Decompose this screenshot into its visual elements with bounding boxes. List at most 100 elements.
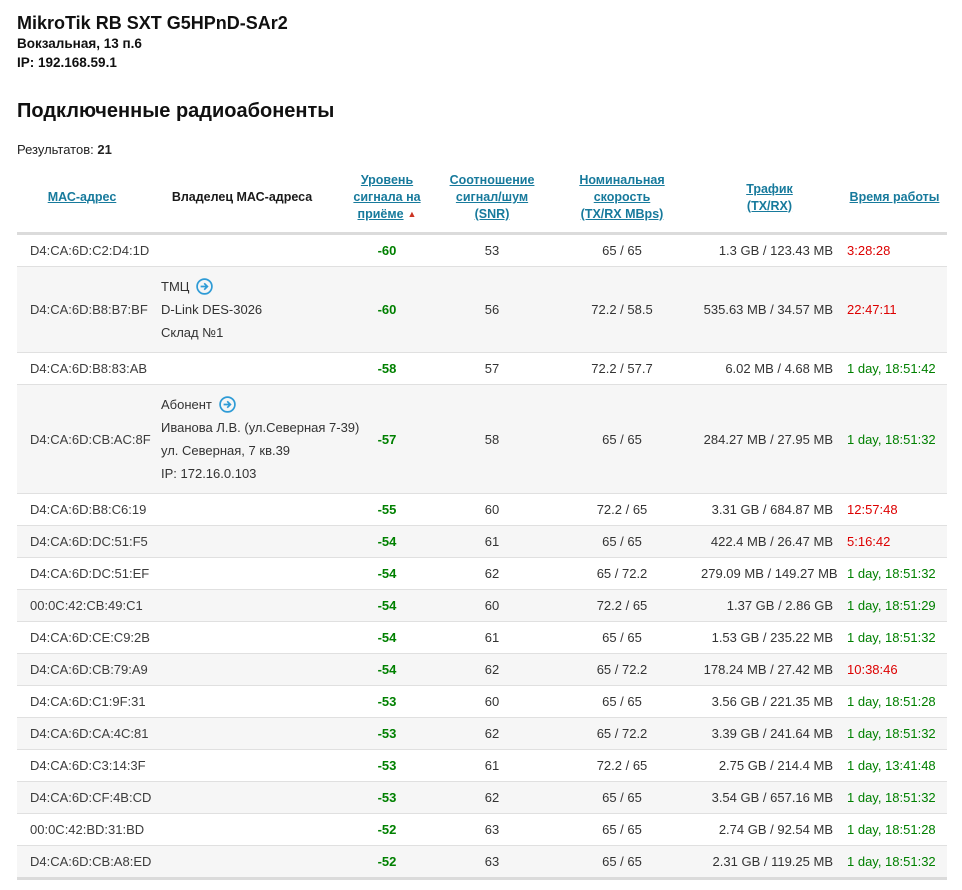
traffic-cell: 3.56 GB / 221.35 MB <box>697 685 842 718</box>
table-row: D4:CA:6D:C3:14:3F -53 61 72.2 / 65 2.75 GB /… <box>17 749 947 782</box>
uptime-cell: 1 day, 18:51:28 <box>842 685 947 718</box>
owner-details-link[interactable] <box>196 278 214 295</box>
nominal-speed-cell: 65 / 65 <box>547 813 697 846</box>
owner-cell <box>147 352 337 385</box>
nominal-speed-cell: 72.2 / 65 <box>547 493 697 526</box>
table-body: D4:CA:6D:C2:D4:1D -60 53 65 / 65 1.3 GB / 12… <box>17 233 947 880</box>
uptime-cell: 22:47:11 <box>842 266 947 353</box>
owner-cell <box>147 621 337 654</box>
nominal-speed-cell: 65 / 72.2 <box>547 653 697 686</box>
owner-cell <box>147 813 337 846</box>
column-header-snr: Соотношение сигнал/шум (SNR) <box>437 168 547 235</box>
owner-detail-line: Иванова Л.В. (ул.Северная 7-39) <box>161 420 360 435</box>
table-row: 00:0C:42:CB:49:C1 -54 60 72.2 / 65 1.37 GB /… <box>17 589 947 622</box>
signal-level-cell: -53 <box>337 781 437 814</box>
snr-cell: 60 <box>437 493 547 526</box>
signal-level-cell: -54 <box>337 525 437 558</box>
signal-level-cell: -58 <box>337 352 437 385</box>
signal-level-cell: -54 <box>337 589 437 622</box>
table-row: D4:CA:6D:CB:AC:8F Абонент Иванова Л.В. (ул… <box>17 384 947 494</box>
nominal-speed-cell: 65 / 65 <box>547 685 697 718</box>
sort-link-mac[interactable]: МАС-адрес <box>47 190 117 204</box>
snr-cell: 56 <box>437 266 547 353</box>
table-row: D4:CA:6D:CB:79:A9 -54 62 65 / 72.2 178.24 MB… <box>17 653 947 686</box>
table-row: D4:CA:6D:C1:9F:31 -53 60 65 / 65 3.56 GB / 2… <box>17 685 947 718</box>
owner-cell: ТМЦ D-Link DES-3026 Склад №1 <box>147 266 337 353</box>
snr-cell: 58 <box>437 384 547 494</box>
snr-cell: 63 <box>437 813 547 846</box>
uptime-cell: 3:28:28 <box>842 233 947 267</box>
table-row: D4:CA:6D:CB:A8:ED -52 63 65 / 65 2.31 GB / 1… <box>17 845 947 880</box>
mac-address-cell: D4:CA:6D:DC:51:EF <box>17 557 149 590</box>
snr-cell: 62 <box>437 781 547 814</box>
nominal-speed-cell: 72.2 / 58.5 <box>547 266 697 353</box>
nominal-speed-cell: 72.2 / 57.7 <box>547 352 697 385</box>
mac-address-cell: D4:CA:6D:CB:79:A9 <box>17 653 148 686</box>
traffic-cell: 279.09 MB / 149.27 MB <box>697 557 842 590</box>
uptime-cell: 1 day, 18:51:32 <box>842 621 947 654</box>
owner-cell <box>147 685 337 718</box>
mac-address-cell: D4:CA:6D:CF:4B:CD <box>17 781 151 814</box>
owner-detail-line: ул. Северная, 7 кв.39 <box>161 443 291 458</box>
uptime-cell: 1 day, 18:51:32 <box>842 384 947 494</box>
mac-address-cell: 00:0C:42:CB:49:C1 <box>17 589 147 622</box>
traffic-cell: 535.63 MB / 34.57 MB <box>697 266 842 353</box>
owner-cell <box>147 589 337 622</box>
signal-level-cell: -60 <box>337 233 437 267</box>
signal-level-cell: -54 <box>337 557 437 590</box>
traffic-cell: 2.75 GB / 214.4 MB <box>697 749 842 782</box>
owner-name: ТМЦ <box>161 275 333 298</box>
mac-address-cell: D4:CA:6D:C2:D4:1D <box>17 233 149 267</box>
nominal-speed-cell: 65 / 65 <box>547 621 697 654</box>
traffic-cell: 6.02 MB / 4.68 MB <box>697 352 842 385</box>
mac-address-cell: D4:CA:6D:DC:51:F5 <box>17 525 148 558</box>
snr-cell: 60 <box>437 589 547 622</box>
label-owner: Владелец МАС-адреса <box>171 190 313 204</box>
mac-address-cell: D4:CA:6D:CE:C9:2B <box>17 621 150 654</box>
owner-details-link[interactable] <box>219 396 236 413</box>
table-row: D4:CA:6D:B8:C6:19 -55 60 72.2 / 65 3.31 GB /… <box>17 493 947 526</box>
device-header: MikroTik RB SXT G5HPnD-SAr2 Вокзальная, … <box>17 12 946 72</box>
nominal-speed-cell: 65 / 65 <box>547 845 697 880</box>
mac-address-cell: D4:CA:6D:B8:83:AB <box>17 352 147 385</box>
sort-link-speed[interactable]: Номинальная скорость (TX/RX МBps) <box>579 173 665 221</box>
owner-cell <box>147 845 337 880</box>
traffic-cell: 2.31 GB / 119.25 MB <box>697 845 842 880</box>
sort-link-snr[interactable]: Соотношение сигнал/шум (SNR) <box>449 173 535 221</box>
table-header-row: МАС-адрес Владелец МАС-адреса Уровень сигна… <box>17 168 947 235</box>
uptime-cell: 1 day, 18:51:32 <box>842 845 947 880</box>
snr-cell: 62 <box>437 717 547 750</box>
sort-link-traffic[interactable]: Трафик (TX/RX) <box>746 181 793 213</box>
mac-address-cell: D4:CA:6D:CB:AC:8F <box>17 384 151 494</box>
table-row: 00:0C:42:BD:31:BD -52 63 65 / 65 2.74 GB / 9… <box>17 813 947 846</box>
nominal-speed-cell: 65 / 65 <box>547 525 697 558</box>
table-header: МАС-адрес Владелец МАС-адреса Уровень сигна… <box>17 168 947 235</box>
mac-address-cell: D4:CA:6D:CB:A8:ED <box>17 845 151 880</box>
mac-address-cell: D4:CA:6D:C3:14:3F <box>17 749 147 782</box>
snr-cell: 60 <box>437 685 547 718</box>
traffic-cell: 1.37 GB / 2.86 GB <box>697 589 842 622</box>
uptime-cell: 1 day, 18:51:29 <box>842 589 947 622</box>
table-row: D4:CA:6D:B8:83:AB -58 57 72.2 / 57.7 6.02 MB… <box>17 352 947 385</box>
device-location: Вокзальная, 13 п.6 <box>17 36 142 51</box>
owner-detail-line: D-Link DES-3026 <box>161 302 263 317</box>
owner-cell <box>147 781 337 814</box>
table-row: D4:CA:6D:DC:51:EF -54 62 65 / 72.2 279.09 MB… <box>17 557 947 590</box>
owner-cell <box>147 233 337 267</box>
owner-cell <box>147 717 337 750</box>
results-value: 21 <box>97 142 112 157</box>
sort-link-uptime[interactable]: Время работы <box>849 190 940 204</box>
mac-address-cell: D4:CA:6D:B8:B7:BF <box>17 266 148 353</box>
nominal-speed-cell: 65 / 65 <box>547 781 697 814</box>
snr-cell: 62 <box>437 557 547 590</box>
traffic-cell: 2.74 GB / 92.54 MB <box>697 813 842 846</box>
traffic-cell: 3.39 GB / 241.64 MB <box>697 717 842 750</box>
owner-detail-line: IP: 172.16.0.103 <box>161 466 257 481</box>
owner-cell <box>147 525 337 558</box>
signal-level-cell: -60 <box>337 266 437 353</box>
traffic-cell: 422.4 MB / 26.47 MB <box>697 525 842 558</box>
snr-cell: 63 <box>437 845 547 880</box>
uptime-cell: 1 day, 18:51:32 <box>842 717 947 750</box>
mac-address-cell: 00:0C:42:BD:31:BD <box>17 813 147 846</box>
sort-link-signal[interactable]: Уровень сигнала на приёме <box>353 173 421 221</box>
